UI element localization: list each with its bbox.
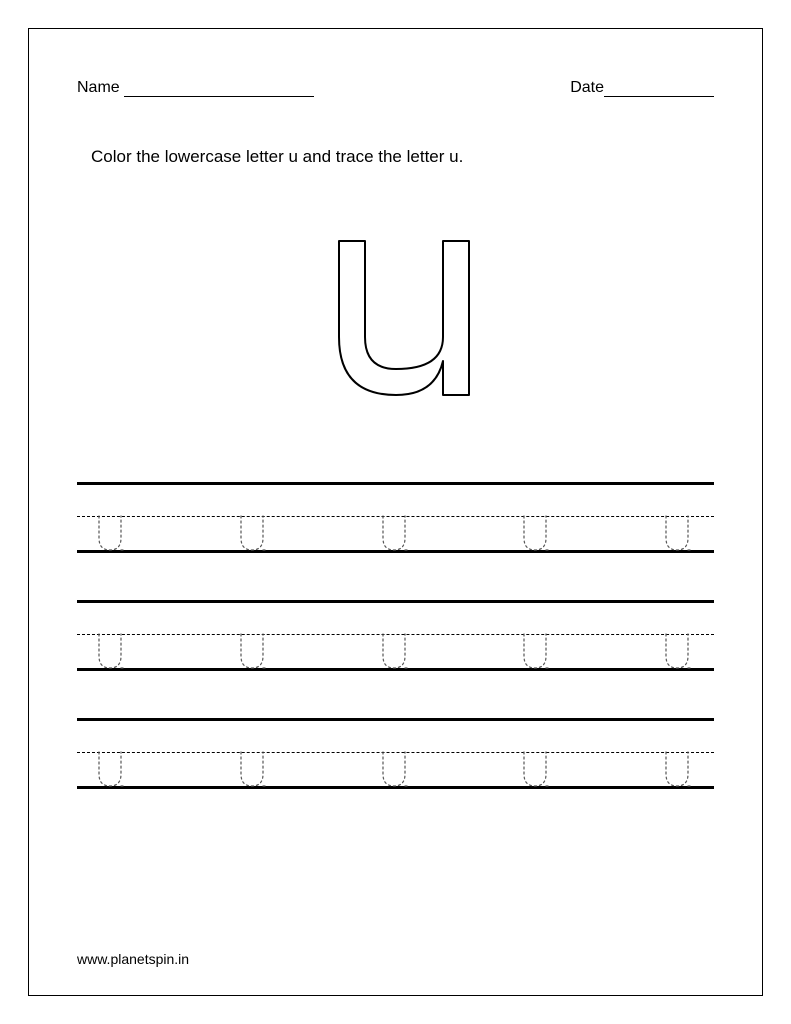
date-field: Date xyxy=(570,79,714,97)
coloring-letter-u[interactable] xyxy=(321,237,471,402)
trace-letter-u[interactable] xyxy=(379,514,413,552)
trace-letter-u[interactable] xyxy=(95,750,129,788)
instruction-text: Color the lowercase letter u and trace t… xyxy=(91,147,714,167)
trace-letter-u[interactable] xyxy=(520,750,554,788)
writing-line-top xyxy=(77,600,714,603)
trace-letters-row xyxy=(77,514,714,552)
writing-line-top xyxy=(77,482,714,485)
trace-letter-u[interactable] xyxy=(379,750,413,788)
footer-url: www.planetspin.in xyxy=(77,951,189,967)
tracing-area xyxy=(77,482,714,788)
trace-row xyxy=(77,600,714,670)
trace-letter-u[interactable] xyxy=(662,632,696,670)
trace-letter-u[interactable] xyxy=(95,632,129,670)
trace-letter-u[interactable] xyxy=(237,514,271,552)
worksheet-page: Name Date Color the lowercase letter u a… xyxy=(28,28,763,996)
trace-letter-u[interactable] xyxy=(662,750,696,788)
trace-letters-row xyxy=(77,632,714,670)
trace-row xyxy=(77,482,714,552)
date-label: Date xyxy=(570,79,604,97)
coloring-letter-container xyxy=(77,237,714,402)
name-field: Name xyxy=(77,79,314,97)
trace-row xyxy=(77,718,714,788)
date-underline[interactable] xyxy=(604,83,714,97)
trace-letters-row xyxy=(77,750,714,788)
trace-letter-u[interactable] xyxy=(95,514,129,552)
name-underline[interactable] xyxy=(124,83,314,97)
header-row: Name Date xyxy=(77,79,714,97)
trace-letter-u[interactable] xyxy=(237,750,271,788)
trace-letter-u[interactable] xyxy=(520,632,554,670)
trace-letter-u[interactable] xyxy=(237,632,271,670)
trace-letter-u[interactable] xyxy=(520,514,554,552)
name-label: Name xyxy=(77,79,120,97)
trace-letter-u[interactable] xyxy=(379,632,413,670)
trace-letter-u[interactable] xyxy=(662,514,696,552)
writing-line-top xyxy=(77,718,714,721)
